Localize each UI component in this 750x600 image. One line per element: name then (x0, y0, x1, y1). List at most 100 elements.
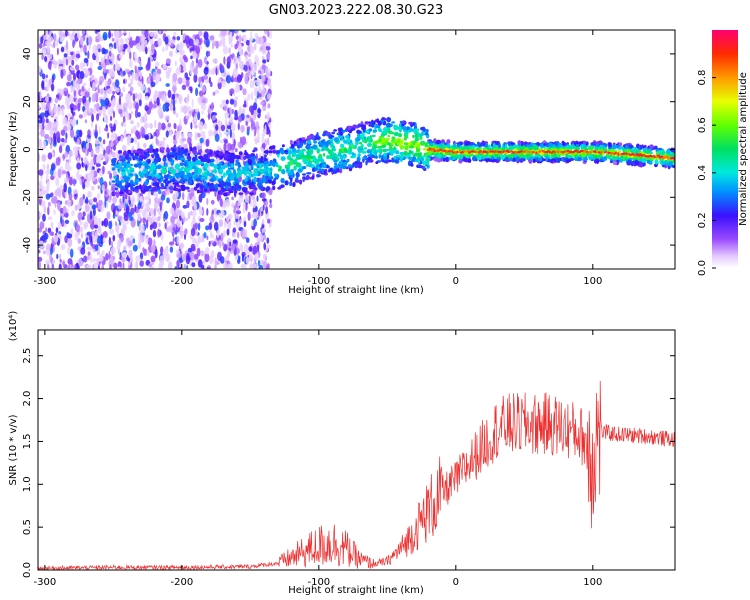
spectrogram-noise-mark (257, 57, 260, 67)
spectrogram-noise-mark (55, 227, 59, 234)
spectrogram-ridge-mark (220, 185, 224, 191)
spectrogram-ridge-mark (217, 191, 220, 195)
spectrogram-noise-mark (200, 250, 205, 257)
spectrogram-noise-mark (95, 30, 101, 33)
spectrogram-noise-mark (130, 120, 134, 125)
spectrogram-noise-mark (211, 114, 216, 121)
spectrogram-ridge-mark (426, 161, 430, 165)
spectrogram-ridge-mark (365, 129, 370, 134)
spectrogram-ridge-mark (410, 163, 414, 167)
spectrogram-noise-mark (190, 243, 196, 252)
spectrogram-noise-mark (65, 40, 69, 50)
spectrogram-noise-mark (250, 91, 254, 101)
spectrogram-noise-mark (247, 93, 251, 101)
spectrogram-ridge-mark (532, 158, 536, 163)
spectrogram-ridge-mark (371, 119, 374, 124)
spectrogram-noise-mark (204, 253, 210, 263)
spectrogram-ridge-mark (203, 180, 207, 187)
spectrogram-ridge-mark (316, 170, 323, 174)
spectrogram-noise-mark (149, 208, 155, 216)
spectrogram-noise-mark (162, 46, 165, 53)
spectrogram-noise-mark (53, 41, 56, 49)
spectrogram-ridge-mark (279, 147, 284, 151)
spectrogram-noise-mark (53, 235, 59, 243)
spectrogram-ridge-mark (609, 160, 613, 164)
spectrogram-noise-mark (261, 218, 265, 225)
spectrogram-ridge-mark (282, 169, 286, 175)
spectrogram-ridge-mark (357, 158, 361, 162)
spectrogram-noise-mark (179, 258, 184, 264)
spectrogram-noise-mark (161, 90, 165, 96)
spectrogram-noise-mark (193, 73, 198, 83)
spectrogram-noise-mark (123, 30, 127, 34)
spectrogram-ridge-mark (268, 169, 271, 175)
spectrogram-noise-mark (189, 210, 193, 216)
spectrogram-ridge-mark (220, 175, 224, 181)
spectrogram-noise-mark (266, 111, 270, 122)
spectrogram-ridge-mark (665, 162, 669, 166)
spectrogram-ridge-mark (111, 191, 116, 197)
spectrogram-ridge-mark (301, 148, 306, 152)
spectrogram-noise-mark (74, 264, 77, 269)
spectrogram-ridge-mark (339, 131, 343, 136)
spectrogram-ridge-mark (195, 174, 198, 179)
spectrogram-ridge-mark (222, 172, 226, 178)
spectrogram-ridge-mark (237, 164, 242, 168)
spectrogram-ridge-mark (437, 154, 442, 159)
spectrogram-ridge-mark (520, 140, 524, 147)
spectrogram-ridge-mark (206, 170, 210, 175)
spectrogram-noise-mark (237, 115, 243, 123)
spectrogram-noise-mark (180, 224, 183, 232)
spectrogram-ridge-mark (119, 191, 124, 194)
spectrogram-noise-mark (57, 201, 61, 211)
spectrogram-noise-mark (102, 231, 108, 239)
spectrogram-ridge-mark (416, 128, 420, 132)
spectrogram-noise-mark (215, 40, 219, 49)
spectrogram-ridge-mark (456, 142, 461, 145)
spectrogram-ridge-mark (545, 156, 548, 162)
spectrogram-noise-mark (83, 255, 88, 263)
spectrogram-noise-mark (128, 59, 133, 68)
spectrogram-noise-mark (97, 265, 100, 269)
spectrogram-noise-mark (186, 264, 189, 269)
spectrogram-noise-mark (145, 63, 151, 71)
spectrogram-noise-mark (107, 80, 111, 88)
spectrogram-ridge-mark (295, 162, 300, 167)
spectrogram-noise-mark (159, 201, 162, 211)
spectrogram-ridge-mark (163, 186, 167, 189)
spectrogram-noise-mark (218, 212, 222, 218)
spectrogram-noise-mark (185, 76, 190, 81)
spectrogram-ridge-mark (160, 147, 165, 151)
spectrogram-noise-mark (79, 47, 83, 53)
spectrogram-noise-mark (66, 74, 72, 82)
spectrogram-noise-mark (168, 50, 174, 57)
spectrogram-ridge-mark (388, 145, 393, 151)
spectrogram-ridge-mark (153, 151, 159, 156)
spectrogram-noise-mark (101, 184, 105, 192)
spectrogram-ridge-mark (403, 142, 409, 146)
spectrogram-noise-mark (169, 246, 174, 253)
spectrogram-noise-mark (45, 74, 49, 79)
spectrogram-noise-mark (101, 47, 106, 55)
spectrogram-ridge-mark (646, 159, 651, 164)
spectrogram-ridge-mark (409, 145, 414, 149)
spectrogram-ridge-mark (321, 168, 325, 174)
spectrogram-noise-mark (100, 141, 103, 149)
spectrogram-ridge-mark (197, 170, 202, 175)
spectrogram-ridge-mark (198, 155, 203, 160)
spectrogram-ridge-mark (385, 122, 392, 128)
spectrogram-noise-mark (215, 124, 219, 131)
spectrogram-noise-mark (95, 163, 101, 168)
spectrogram-noise-mark (174, 60, 177, 67)
spectrogram-noise-mark (82, 147, 86, 153)
spectrogram-noise-mark (112, 90, 115, 95)
spectrogram-noise-mark (169, 188, 174, 194)
spectrogram-ridge-mark (592, 154, 599, 159)
spectrogram-noise-mark (229, 37, 233, 42)
spectrogram-noise-mark (190, 122, 193, 130)
spectrogram-noise-mark (112, 234, 116, 242)
spectrogram-ridge-mark (358, 141, 363, 145)
spectrogram-noise-mark (92, 236, 98, 244)
spectrogram-ridge-mark (506, 159, 511, 162)
spectrogram-ridge-mark (121, 185, 125, 191)
